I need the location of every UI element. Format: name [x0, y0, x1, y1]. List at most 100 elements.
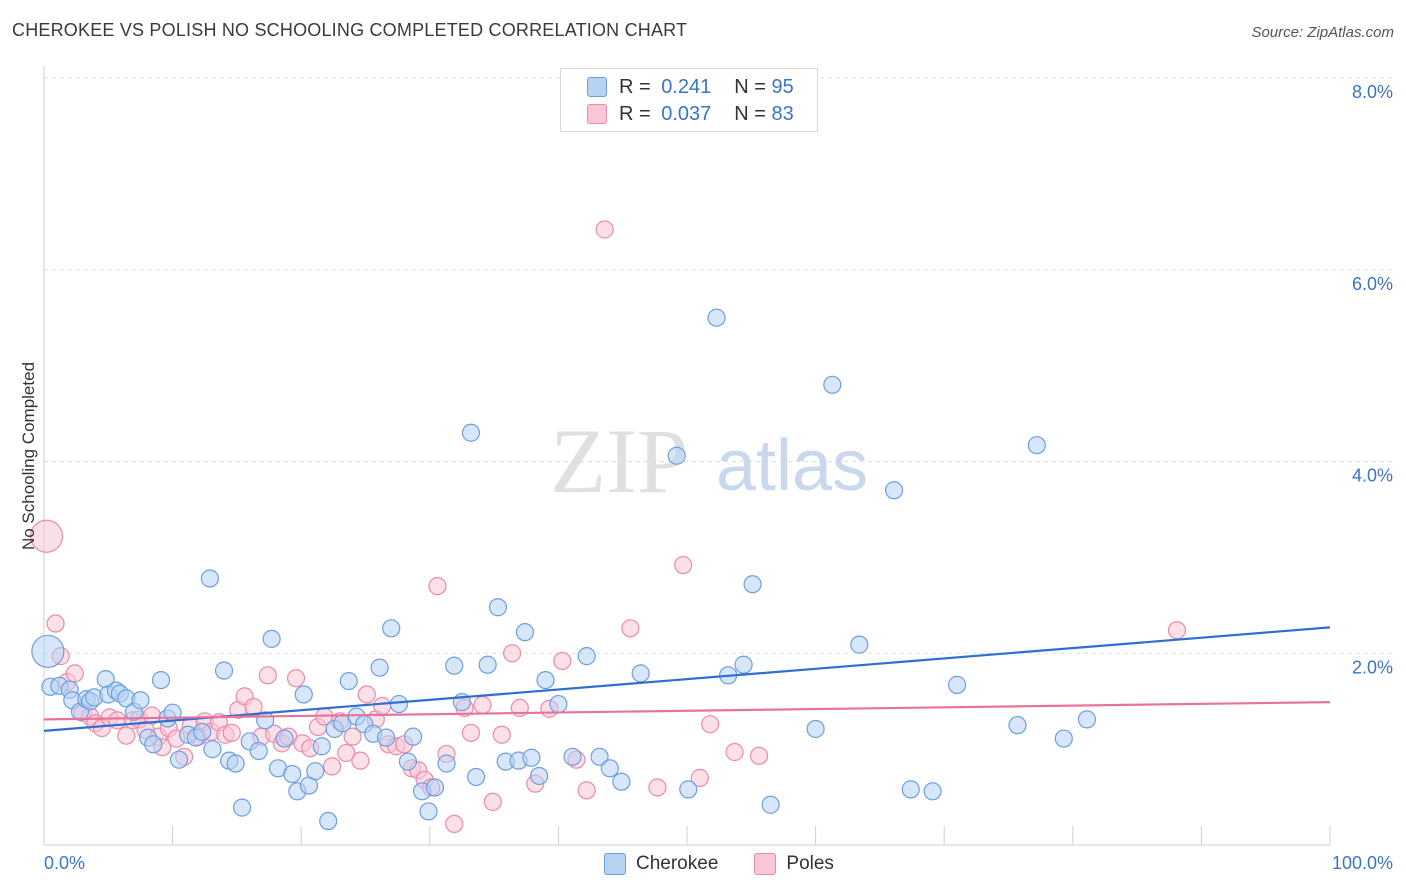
- cherokee-point: [679, 780, 698, 799]
- cherokee-point: [370, 658, 389, 677]
- cherokee-point: [884, 481, 904, 500]
- cherokee-point: [901, 780, 920, 799]
- cherokee-point: [743, 575, 762, 594]
- poles-point: [244, 697, 263, 717]
- cherokee-point: [249, 741, 268, 761]
- poles-point: [29, 519, 64, 553]
- cherokee-point: [403, 727, 423, 746]
- poles-point: [351, 751, 370, 770]
- poles-swatch: [587, 104, 607, 124]
- poles-point: [46, 614, 65, 633]
- cherokee-point: [488, 598, 508, 617]
- r-label: R =: [619, 75, 651, 98]
- poles-point: [674, 555, 693, 575]
- cherokee-point: [612, 772, 631, 791]
- poles-point: [621, 619, 640, 638]
- poles-point: [492, 725, 511, 744]
- cherokee-point: [389, 694, 409, 714]
- y-tick-label: 4.0%: [1352, 466, 1393, 486]
- cherokee-point: [312, 737, 331, 756]
- watermark: ZIP atlas: [550, 410, 868, 512]
- poles-point: [222, 723, 241, 742]
- poles-trend-line: [43, 701, 1331, 721]
- cherokee-point: [478, 655, 497, 674]
- legend-stats: R = 0.241 N = 95 R = 0.037 N = 83: [560, 68, 818, 132]
- legend-item-poles: Poles: [754, 853, 834, 875]
- poles-point: [595, 220, 614, 239]
- source-label: Source: ZipAtlas.com: [1251, 24, 1394, 41]
- cherokee-point: [339, 671, 358, 691]
- r-label: R =: [619, 102, 651, 125]
- cherokee-point: [262, 629, 281, 648]
- cherokee-point: [203, 740, 222, 759]
- cherokee-n-value: 95: [771, 75, 794, 98]
- cherokee-point: [193, 722, 212, 741]
- n-label: N =: [734, 102, 766, 125]
- poles-point: [648, 778, 667, 797]
- poles-point: [577, 781, 596, 800]
- poles-point: [445, 814, 464, 834]
- cherokee-point: [515, 623, 535, 642]
- cherokee-point: [169, 750, 189, 769]
- poles-point: [373, 696, 392, 716]
- cherokee-point: [923, 782, 942, 801]
- poles-point: [322, 757, 342, 776]
- poles-point: [461, 723, 481, 742]
- poles-point: [65, 664, 84, 683]
- poles-point: [690, 768, 709, 787]
- cherokee-point: [425, 778, 445, 797]
- poles-point: [357, 685, 376, 704]
- poles-legend-label: Poles: [786, 853, 834, 874]
- cherokee-point: [707, 308, 726, 327]
- poles-point: [258, 666, 277, 685]
- poles-legend-swatch: [754, 853, 777, 875]
- poles-point: [286, 669, 306, 688]
- cherokee-point: [382, 619, 401, 638]
- cherokee-point: [806, 719, 825, 739]
- poles-r-value: 0.037: [661, 102, 712, 125]
- poles-point: [701, 715, 720, 734]
- cherokee-point: [226, 754, 245, 773]
- poles-point: [749, 746, 769, 765]
- poles-point: [117, 726, 136, 745]
- cherokee-point: [306, 762, 325, 781]
- cherokee-point: [667, 446, 686, 465]
- cherokee-trend-line: [43, 626, 1331, 733]
- cherokee-point: [761, 795, 780, 814]
- poles-point: [553, 651, 572, 671]
- cherokee-r-value: 0.241: [661, 75, 712, 98]
- cherokee-point: [1077, 710, 1097, 729]
- cherokee-point: [536, 670, 555, 690]
- cherokee-point: [600, 759, 619, 778]
- chart-title: CHEROKEE VS POLISH NO SCHOOLING COMPLETE…: [12, 20, 688, 40]
- watermark-atlas: atlas: [716, 426, 868, 506]
- cherokee-point: [283, 764, 302, 784]
- cherokee-point: [232, 798, 252, 817]
- poles-point: [1167, 621, 1187, 640]
- axes: 0.0% 100.0%: [43, 66, 1393, 873]
- poles-n-value: 83: [771, 102, 794, 125]
- poles-point: [725, 742, 744, 762]
- gridlines: 2.0% 4.0% 6.0% 8.0%: [44, 77, 1393, 677]
- x-tick-label-min: 0.0%: [44, 853, 85, 873]
- cherokee-point: [275, 729, 294, 748]
- poles-point: [337, 743, 356, 763]
- legend-row-cherokee: R = 0.241 N = 95: [561, 74, 794, 100]
- cherokee-point: [563, 747, 582, 766]
- cherokee-point: [461, 423, 481, 442]
- cherokee-point: [376, 728, 396, 747]
- cherokee-point: [1054, 729, 1073, 748]
- cherokee-legend-swatch: [604, 853, 626, 875]
- x-tick-label-max: 100.0%: [1332, 853, 1393, 873]
- y-tick-label: 2.0%: [1352, 657, 1393, 677]
- cherokee-point: [1008, 716, 1027, 735]
- cherokee-point: [850, 635, 869, 654]
- cherokee-point: [1027, 436, 1046, 455]
- poles-point: [473, 695, 492, 715]
- y-axis-label: No Schooling Completed: [19, 362, 38, 550]
- cherokee-point: [549, 694, 568, 714]
- cherokee-point: [200, 569, 219, 588]
- poles-point: [503, 644, 522, 663]
- cherokee-point: [631, 664, 650, 683]
